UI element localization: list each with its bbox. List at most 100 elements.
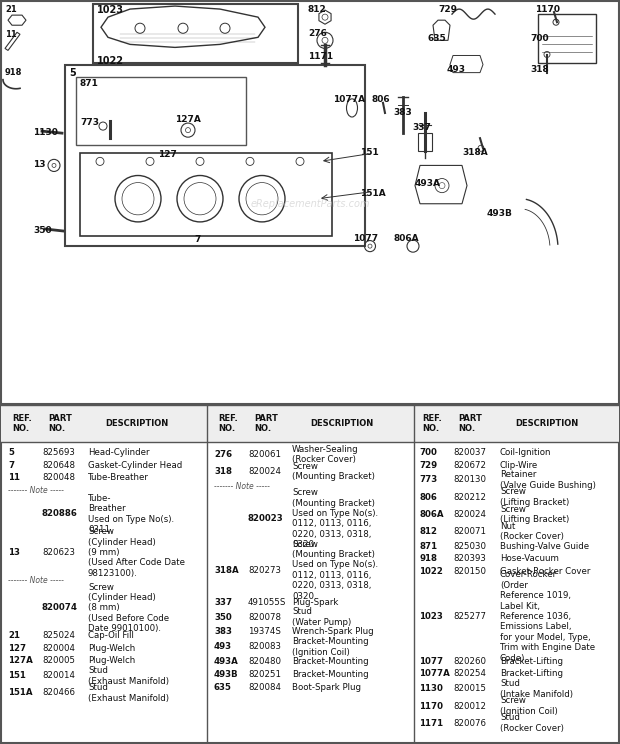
Text: 773: 773	[80, 118, 99, 127]
Text: 1022: 1022	[97, 57, 124, 66]
Text: 825693: 825693	[42, 448, 75, 457]
Text: 318A: 318A	[462, 148, 488, 157]
Text: 812: 812	[308, 5, 327, 14]
Text: 383: 383	[393, 108, 412, 117]
Text: 820024: 820024	[453, 510, 486, 519]
Bar	[76, 77, 246, 145]
Text: 820023: 820023	[248, 514, 284, 523]
Text: 1023: 1023	[97, 5, 124, 15]
Text: Bracket-Mounting
(Ignition Coil): Bracket-Mounting (Ignition Coil)	[292, 637, 369, 656]
Text: 806A: 806A	[419, 510, 443, 519]
Bar	[93, 4, 298, 62]
Text: 276: 276	[308, 29, 327, 38]
Text: 1130: 1130	[419, 684, 443, 693]
Text: 820260: 820260	[453, 657, 486, 666]
Text: 820150: 820150	[453, 567, 486, 576]
Text: Washer-Sealing
(Rocker Cover): Washer-Sealing (Rocker Cover)	[292, 445, 358, 464]
Text: 820078: 820078	[248, 612, 281, 621]
Text: 820071: 820071	[453, 527, 486, 536]
Text: 19374S: 19374S	[248, 627, 281, 636]
Text: 729: 729	[419, 461, 437, 469]
Text: 918: 918	[5, 68, 22, 77]
Text: 820251: 820251	[248, 670, 281, 679]
Text: Nut
(Rocker Cover): Nut (Rocker Cover)	[500, 522, 564, 541]
Text: 820254: 820254	[453, 670, 486, 679]
Text: 825024: 825024	[42, 631, 75, 640]
Text: 820212: 820212	[453, 493, 486, 501]
Text: Plug-Spark: Plug-Spark	[292, 597, 339, 606]
Text: 820037: 820037	[453, 448, 486, 457]
Text: Gasket-Rocker Cover: Gasket-Rocker Cover	[500, 567, 590, 576]
Text: Plug-Welch: Plug-Welch	[88, 644, 135, 652]
Text: 820623: 820623	[42, 548, 75, 557]
Text: 806A: 806A	[393, 234, 418, 243]
Text: DESCRIPTION: DESCRIPTION	[105, 419, 168, 429]
Text: eReplacementParts.com: eReplacementParts.com	[250, 199, 370, 209]
Text: 1077: 1077	[419, 657, 443, 666]
Text: REF.
NO.: REF. NO.	[12, 414, 32, 434]
Text: 820076: 820076	[453, 719, 486, 728]
Text: 127: 127	[158, 150, 177, 159]
Text: Screw
(Mounting Bracket)
Used on Type No(s).
0112, 0113, 0116,
0220, 0313, 0318,: Screw (Mounting Bracket) Used on Type No…	[292, 539, 378, 600]
Text: 383: 383	[214, 627, 232, 636]
Text: 635: 635	[428, 34, 447, 43]
Text: Bracket-Mounting: Bracket-Mounting	[292, 657, 369, 666]
Text: 820393: 820393	[453, 554, 486, 563]
Text: 7: 7	[8, 461, 14, 469]
Text: 318: 318	[214, 467, 232, 476]
Text: 825030: 825030	[453, 542, 486, 551]
Text: 493: 493	[447, 65, 466, 74]
Text: DESCRIPTION: DESCRIPTION	[310, 419, 373, 429]
Text: 806: 806	[419, 493, 437, 501]
Text: Tube-Breather: Tube-Breather	[88, 473, 149, 482]
Text: 1077A: 1077A	[333, 94, 365, 104]
Text: Retainer
(Valve Guide Bushing): Retainer (Valve Guide Bushing)	[500, 470, 596, 490]
Text: Stud
(Intake Manifold): Stud (Intake Manifold)	[500, 679, 573, 699]
Text: 127A: 127A	[175, 115, 201, 124]
Text: 820886: 820886	[42, 510, 78, 519]
Text: 127: 127	[8, 644, 26, 652]
Bar	[1, 405, 619, 442]
Text: 5: 5	[8, 448, 14, 457]
Bar	[418, 133, 432, 151]
Text: Stud
(Exhaust Manifold): Stud (Exhaust Manifold)	[88, 683, 169, 702]
Text: Screw
(Cylinder Head)
(9 mm)
(Used After Code Date
98123100).: Screw (Cylinder Head) (9 mm) (Used After…	[88, 527, 185, 577]
Text: 350: 350	[33, 226, 51, 235]
Text: REF.
NO.: REF. NO.	[422, 414, 441, 434]
Text: 151A: 151A	[8, 688, 32, 697]
Text: 820048: 820048	[42, 473, 75, 482]
Text: Clip-Wire: Clip-Wire	[500, 461, 538, 469]
Text: 276: 276	[214, 450, 232, 459]
Text: Bushing-Valve Guide: Bushing-Valve Guide	[500, 542, 589, 551]
Text: 1077A: 1077A	[419, 670, 449, 679]
Text: Bracket-Lifting: Bracket-Lifting	[500, 670, 563, 679]
Bar	[65, 65, 365, 246]
Text: 820130: 820130	[453, 475, 486, 484]
Text: 871: 871	[419, 542, 437, 551]
Text: 11: 11	[5, 31, 17, 39]
Text: 318: 318	[530, 65, 549, 74]
Text: Cover-Rocker
(Order
Reference 1019,
Label Kit,
Reference 1036,
Emissions Label,
: Cover-Rocker (Order Reference 1019, Labe…	[500, 571, 595, 663]
Text: 635: 635	[214, 682, 232, 691]
Text: Plug-Welch: Plug-Welch	[88, 656, 135, 665]
Text: 820005: 820005	[42, 656, 75, 665]
Text: 5: 5	[69, 68, 76, 77]
Text: 1171: 1171	[308, 52, 333, 62]
Text: Stud
(Rocker Cover): Stud (Rocker Cover)	[500, 713, 564, 733]
Text: Screw
(Mounting Bracket): Screw (Mounting Bracket)	[292, 462, 375, 481]
Text: 820466: 820466	[42, 688, 75, 697]
Text: Bracket-Mounting: Bracket-Mounting	[292, 670, 369, 679]
Text: 337: 337	[412, 123, 431, 132]
Text: 151: 151	[360, 148, 379, 157]
Text: 1022: 1022	[419, 567, 443, 576]
Text: 493B: 493B	[214, 670, 239, 679]
Text: 151: 151	[8, 671, 26, 680]
Text: 493A: 493A	[415, 179, 441, 187]
Text: 350: 350	[214, 612, 232, 621]
Text: DESCRIPTION: DESCRIPTION	[515, 419, 578, 429]
Text: 21: 21	[8, 631, 20, 640]
Text: 1130: 1130	[33, 128, 58, 137]
Text: Gasket-Cylinder Head: Gasket-Cylinder Head	[88, 461, 182, 469]
Text: 820012: 820012	[453, 702, 486, 711]
Text: ------- Note -----: ------- Note -----	[8, 486, 64, 495]
